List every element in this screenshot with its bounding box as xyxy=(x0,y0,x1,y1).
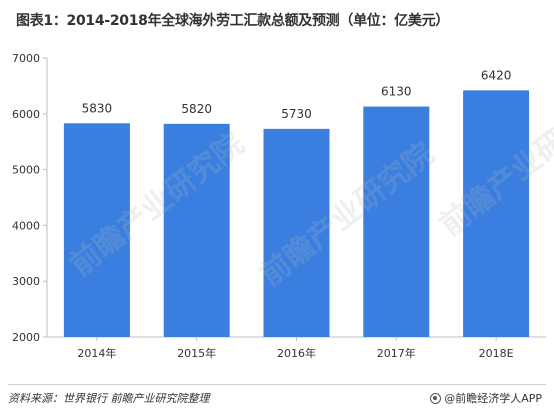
y-tick-label: 3000 xyxy=(12,275,40,288)
chart-title: 图表1：2014-2018年全球海外劳工汇款总额及预测（单位：亿美元） xyxy=(16,13,449,29)
x-tick-label: 2016年 xyxy=(277,346,316,360)
bar xyxy=(463,90,530,337)
y-tick-label: 4000 xyxy=(12,219,40,232)
x-tick-label: 2015年 xyxy=(177,346,216,360)
brand-logo-icon xyxy=(430,392,442,404)
bar xyxy=(163,123,230,338)
chart-labels: 5830 2014年 5820 2015年 5730 2016年 6130 2017年 6420… xyxy=(77,68,513,360)
brand-text: @前瞻经济学人APP xyxy=(444,392,542,405)
data-label: 5730 xyxy=(281,107,312,121)
chart-axes: 2000 3000 4000 5000 6000 7000 xyxy=(12,52,546,344)
data-label: 6130 xyxy=(381,85,412,99)
bar xyxy=(363,106,430,338)
x-tick-label: 2017年 xyxy=(377,346,416,360)
y-tick-label: 5000 xyxy=(12,164,40,177)
y-tick-label: 2000 xyxy=(12,331,40,344)
data-label: 5830 xyxy=(82,101,113,115)
source-note: 资料来源：世界银行 前瞻产业研究院整理 xyxy=(8,392,210,405)
x-tick-label: 2018E xyxy=(479,347,514,360)
brand-credit: @前瞻经济学人APP xyxy=(430,390,542,406)
bar xyxy=(63,123,130,337)
data-label: 6420 xyxy=(481,68,512,82)
bar xyxy=(263,128,330,337)
chart-bars xyxy=(63,90,530,338)
footer-divider xyxy=(8,384,546,385)
y-tick-label: 6000 xyxy=(12,108,40,121)
y-tick-label: 7000 xyxy=(12,52,40,65)
data-label: 5820 xyxy=(181,102,212,116)
x-tick-label: 2014年 xyxy=(77,346,116,360)
